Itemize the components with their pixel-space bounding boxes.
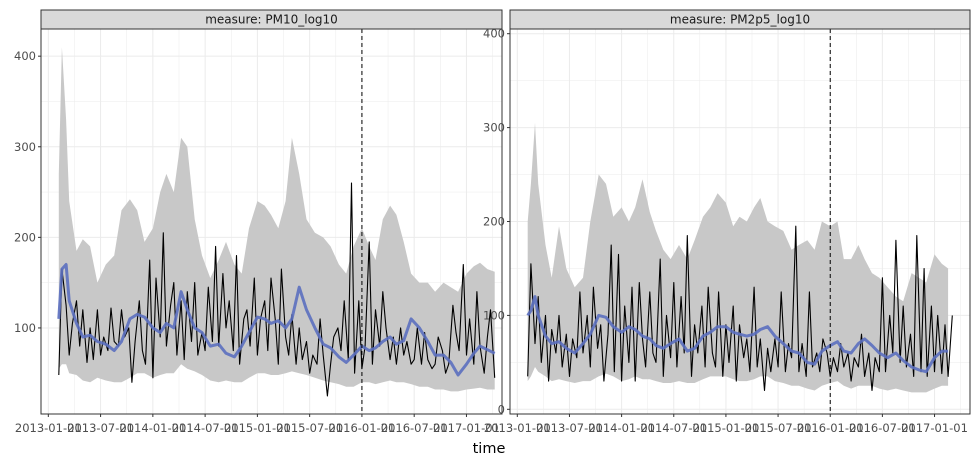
observed-line — [527, 225, 953, 392]
y-tick-label: 300 — [483, 121, 505, 135]
facet-title-pm2p5: measure: PM2p5_log10 — [670, 13, 810, 27]
y-tick-label: 100 — [483, 308, 505, 322]
x-tick-label: 2014-07-01 — [172, 421, 239, 435]
x-tick-label: 2014-01-01 — [588, 421, 655, 435]
smoothed-series-pm2p5 — [526, 295, 949, 374]
y-tick-label: 200 — [14, 230, 36, 244]
observed-series-pm10 — [58, 182, 496, 397]
smoothed-line — [526, 295, 949, 374]
facet-title-pm10: measure: PM10_log10 — [205, 13, 338, 27]
x-tick-label: 2017-01-01 — [433, 421, 500, 435]
y-tick-label: 0 — [498, 402, 505, 416]
y-axis-pm10: 100 200 300 400 — [14, 49, 41, 335]
y-tick-label: 200 — [483, 215, 505, 229]
x-tick-label: 2016-01-01 — [329, 421, 396, 435]
x-tick-label: 2013-07-01 — [536, 421, 603, 435]
x-axis-pm2p5: 2013-01-012013-07-012014-01-012014-07-01… — [484, 414, 968, 435]
x-tick-label: 2016-01-01 — [797, 421, 864, 435]
facet-pm10-log10: measure: PM10_log10 100 200 300 400 2013-01… — [14, 9, 503, 435]
x-tick-label: 2015-01-01 — [692, 421, 759, 435]
y-tick-label: 100 — [14, 321, 36, 335]
smoothed-line — [57, 263, 496, 377]
x-tick-label: 2014-01-01 — [119, 421, 186, 435]
x-tick-label: 2014-07-01 — [640, 421, 707, 435]
x-tick-label: 2013-01-01 — [15, 421, 82, 435]
facet-pm2p5-log10: measure: PM2p5_log10 0 100 200 300 400 2013-… — [483, 9, 971, 435]
x-tick-label: 2013-07-01 — [67, 421, 134, 435]
x-axis-pm10: 2013-01-012013-07-012014-01-012014-07-01… — [15, 414, 500, 435]
x-tick-label: 2015-07-01 — [276, 421, 343, 435]
y-tick-label: 400 — [14, 49, 36, 63]
confidence-band-pm10 — [58, 47, 495, 392]
confidence-band — [58, 47, 495, 392]
y-tick-label: 300 — [14, 140, 36, 154]
smoothed-series-pm10 — [57, 263, 496, 377]
y-axis-pm2p5: 0 100 200 300 400 — [483, 27, 510, 416]
x-tick-label: 2013-01-01 — [484, 421, 551, 435]
observed-line — [58, 182, 496, 397]
panel-border-pm10 — [40, 28, 503, 415]
x-axis-title: time — [473, 441, 506, 457]
y-tick-label: 400 — [483, 27, 505, 41]
x-tick-label: 2015-01-01 — [224, 421, 291, 435]
x-tick-label: 2015-07-01 — [745, 421, 812, 435]
observed-series-pm2p5 — [527, 225, 953, 392]
x-tick-label: 2016-07-01 — [849, 421, 916, 435]
x-tick-label: 2016-07-01 — [381, 421, 448, 435]
x-tick-label: 2017-01-01 — [901, 421, 968, 435]
